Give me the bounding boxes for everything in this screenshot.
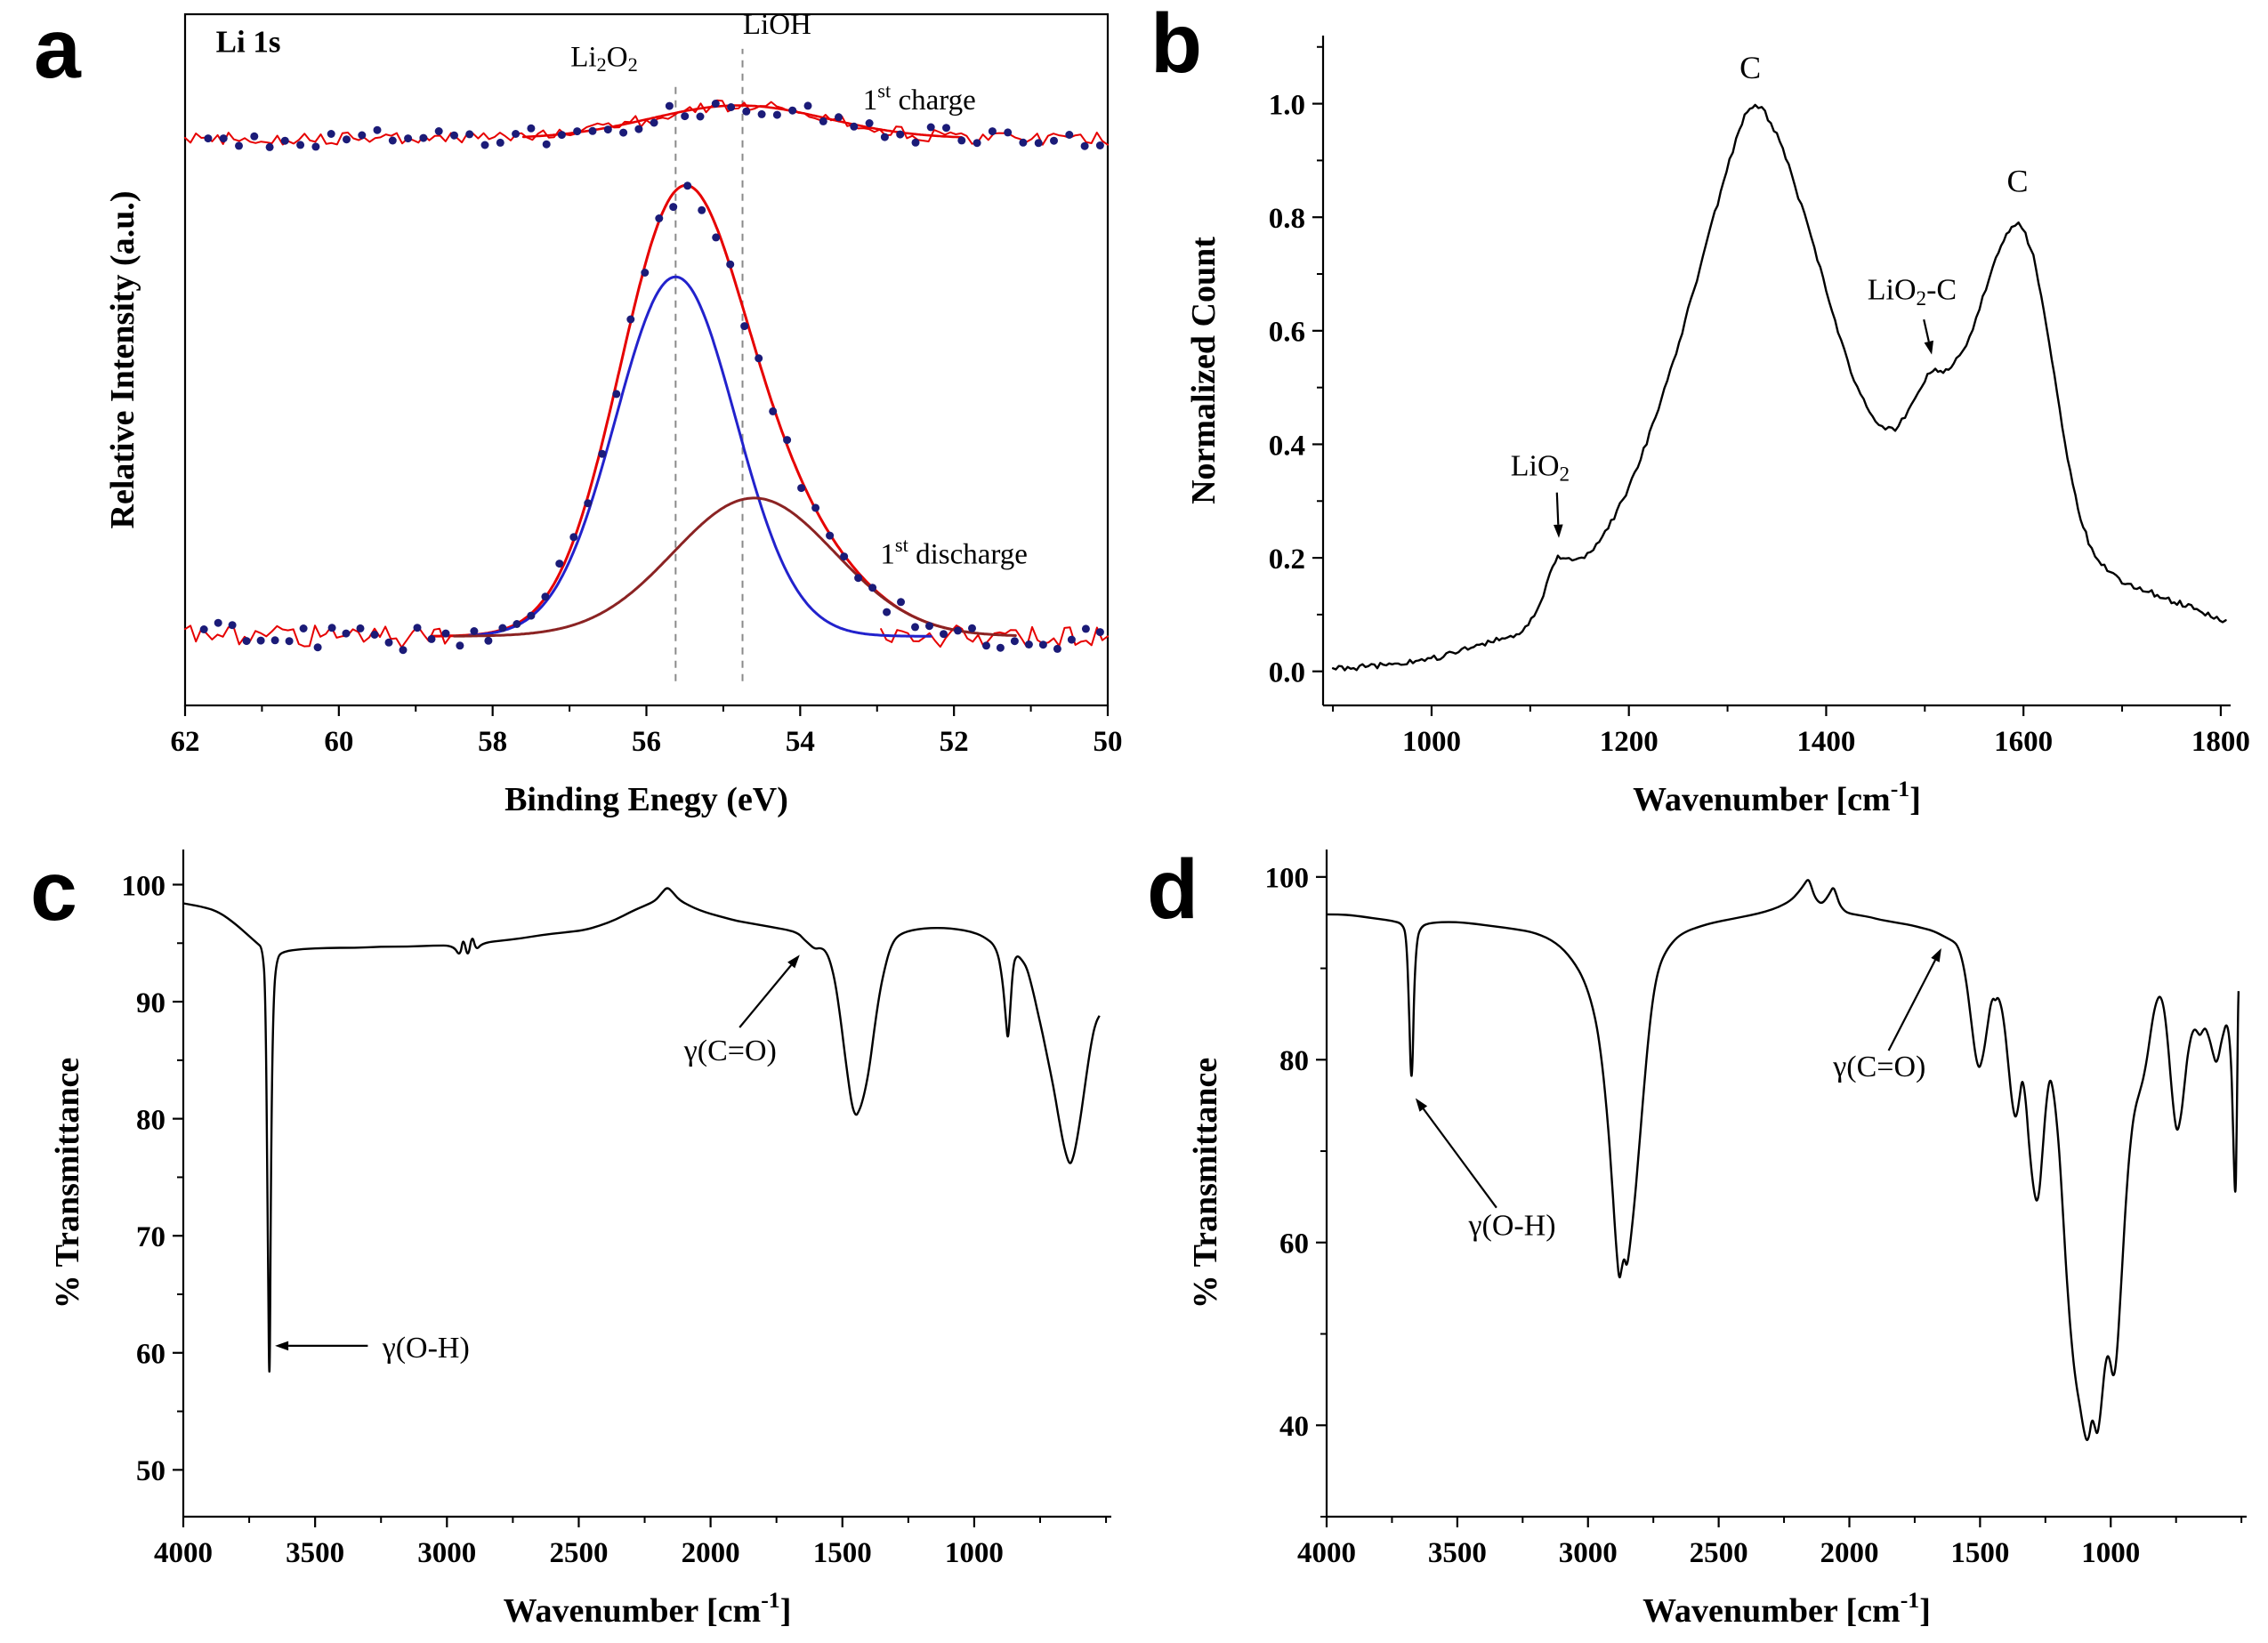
svg-text:LiO2: LiO2 [1511, 450, 1570, 486]
svg-text:100: 100 [122, 870, 166, 902]
svg-text:3500: 3500 [286, 1537, 344, 1569]
svg-text:70: 70 [136, 1221, 165, 1253]
svg-text:Wavenumber [cm-1]: Wavenumber [cm-1] [1642, 1587, 1931, 1630]
svg-text:Wavenumber [cm-1]: Wavenumber [cm-1] [1633, 776, 1921, 818]
svg-text:100: 100 [1265, 863, 1310, 895]
panel-c: c 4000 3500 3000 2500 2000 1500 1000 50 60 70 80 90… [0, 832, 1134, 1643]
panel-label-d: d [1147, 842, 1199, 937]
svg-text:Li2O2: Li2O2 [570, 41, 638, 76]
panel-label-a: a [34, 2, 81, 96]
svg-text:62: 62 [171, 726, 200, 758]
svg-text:Li 1s: Li 1s [216, 25, 281, 60]
svg-text:60: 60 [1279, 1228, 1309, 1260]
panel-d: d 4000 3500 3000 2500 2000 1500 1000 40 60 80 100 W… [1134, 832, 2268, 1643]
svg-text:1000: 1000 [945, 1537, 1004, 1569]
panel-label-c: c [30, 844, 77, 938]
svg-text:C: C [2006, 164, 2028, 199]
svg-text:80: 80 [1279, 1045, 1309, 1077]
svg-text:60: 60 [324, 726, 353, 758]
svg-text:C: C [1739, 50, 1761, 85]
svg-text:0.4: 0.4 [1269, 430, 1305, 462]
svg-text:1000: 1000 [2081, 1537, 2140, 1569]
xps-li1s-chart: 62 60 58 56 54 52 50 Binding Enegy (eV) Relative… [104, 9, 1123, 818]
svg-text:54: 54 [786, 726, 815, 758]
panel-label-b: b [1150, 0, 1203, 91]
svg-text:γ(C=O): γ(C=O) [1832, 1051, 1925, 1083]
svg-text:1500: 1500 [813, 1537, 872, 1569]
svg-text:LiO2-C: LiO2-C [1868, 274, 1957, 310]
svg-text:2000: 2000 [682, 1537, 740, 1569]
svg-text:4000: 4000 [1297, 1537, 1356, 1569]
ftir-chart-cycled: 4000 3500 3000 2500 2000 1500 1000 40 60 80 100 Wav… [1187, 850, 2247, 1630]
svg-text:0.8: 0.8 [1269, 203, 1305, 235]
svg-text:50: 50 [1094, 726, 1123, 758]
svg-text:1800: 1800 [2191, 726, 2250, 758]
svg-text:50: 50 [136, 1455, 165, 1487]
svg-text:1200: 1200 [1600, 726, 1659, 758]
svg-text:Wavenumber [cm-1]: Wavenumber [cm-1] [504, 1587, 792, 1630]
svg-text:% Transmittance: % Transmittance [1187, 1058, 1224, 1309]
svg-text:Normalized Count: Normalized Count [1185, 237, 1223, 504]
svg-text:1500: 1500 [1950, 1537, 2009, 1569]
panel-a: a 62 60 58 56 54 52 50 Binding Enegy (eV) Relati… [0, 0, 1134, 832]
svg-text:1000: 1000 [1402, 726, 1461, 758]
svg-text:3000: 3000 [1559, 1537, 1618, 1569]
svg-text:0.0: 0.0 [1269, 657, 1305, 689]
svg-text:1st charge: 1st charge [863, 79, 976, 117]
svg-text:2000: 2000 [1820, 1537, 1879, 1569]
svg-text:1st discharge: 1st discharge [880, 534, 1028, 571]
svg-text:4000: 4000 [154, 1537, 213, 1569]
svg-text:Binding Enegy (eV): Binding Enegy (eV) [504, 781, 788, 818]
ftir-chart-pristine: 4000 3500 3000 2500 2000 1500 1000 50 60 70 80 90 10… [49, 850, 1111, 1630]
svg-text:0.2: 0.2 [1269, 544, 1305, 576]
svg-text:60: 60 [136, 1339, 165, 1371]
svg-text:58: 58 [478, 726, 507, 758]
svg-text:Relative Intensity (a.u.): Relative Intensity (a.u.) [104, 191, 141, 529]
svg-text:40: 40 [1279, 1411, 1309, 1443]
raman-spectrum-chart: 1000 1200 1400 1600 1800 0.0 0.2 0.4 0.6 0.8 1.0 Wa… [1185, 36, 2250, 818]
svg-text:γ(O-H): γ(O-H) [1468, 1210, 1556, 1243]
svg-text:1.0: 1.0 [1269, 89, 1305, 121]
svg-text:1600: 1600 [1994, 726, 2053, 758]
svg-text:3000: 3000 [417, 1537, 476, 1569]
svg-text:1400: 1400 [1796, 726, 1855, 758]
svg-text:γ(C=O): γ(C=O) [683, 1035, 777, 1067]
svg-text:56: 56 [632, 726, 661, 758]
svg-text:3500: 3500 [1428, 1537, 1487, 1569]
svg-text:90: 90 [136, 987, 165, 1019]
svg-text:80: 80 [136, 1105, 165, 1137]
svg-text:γ(O-H): γ(O-H) [382, 1332, 470, 1365]
svg-text:2500: 2500 [1690, 1537, 1748, 1569]
svg-text:2500: 2500 [549, 1537, 608, 1569]
svg-text:52: 52 [940, 726, 969, 758]
svg-text:LiOH: LiOH [743, 9, 811, 41]
svg-text:% Transmittance: % Transmittance [49, 1058, 86, 1309]
panel-b: b 1000 1200 1400 1600 1800 0.0 0.2 0.4 0.6 0.8 1.0… [1134, 0, 2268, 832]
svg-text:0.6: 0.6 [1269, 317, 1305, 349]
